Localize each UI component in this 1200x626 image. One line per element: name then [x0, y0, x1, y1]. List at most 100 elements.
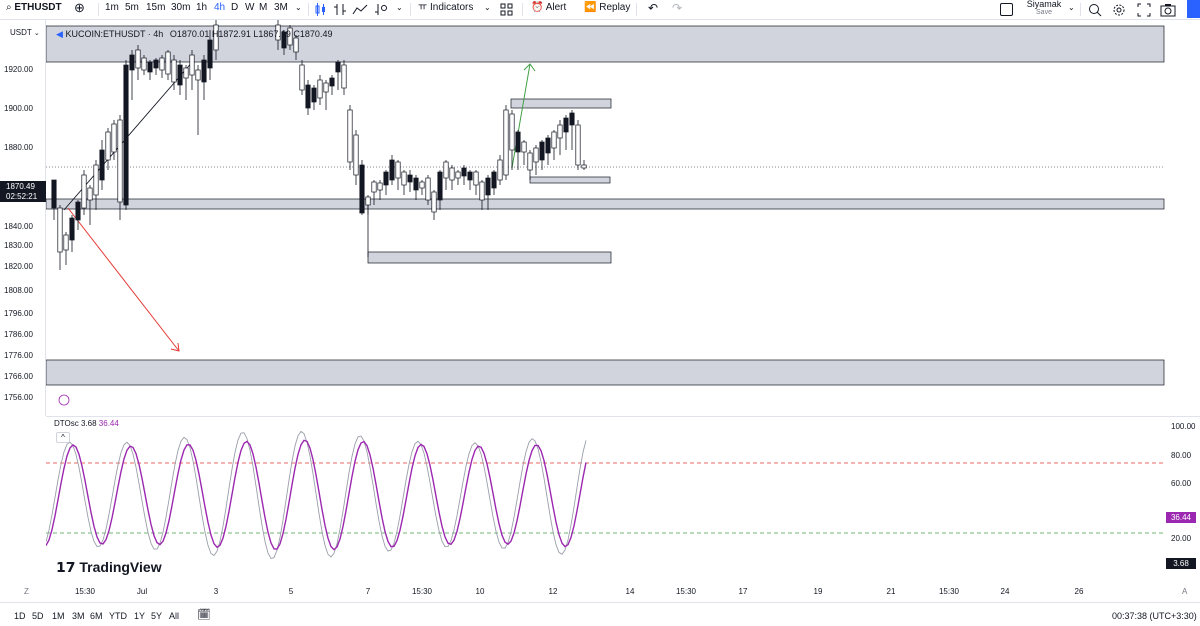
chart-type-chevron-icon[interactable]: ⌄ [396, 3, 403, 12]
add-symbol-icon[interactable]: ⊕ [74, 0, 85, 15]
undo-icon[interactable]: ↶ [648, 1, 659, 15]
candle-body [575, 124, 581, 166]
line-icon[interactable] [352, 3, 368, 16]
time-tick: 26 [1074, 587, 1084, 596]
range-all[interactable]: All [169, 611, 180, 621]
candle-body [473, 171, 479, 186]
candle-body [557, 124, 563, 139]
candle-body [431, 191, 437, 213]
range-1m[interactable]: 1M [52, 611, 65, 621]
layout-save-button[interactable]: Siyamak Save [1024, 0, 1064, 18]
price-tick: 1776.00 [4, 351, 33, 360]
candle-body [335, 61, 341, 73]
candle-body [419, 181, 425, 189]
interval-30m[interactable]: 30m [171, 2, 191, 13]
indicators-chevron-icon[interactable]: ⌄ [484, 3, 491, 12]
candle-body [341, 64, 347, 89]
candle-body [365, 196, 371, 206]
time-tick: 5 [288, 587, 294, 596]
z-icon[interactable]: Z [24, 587, 29, 596]
candle-body [117, 119, 123, 203]
current-price-label: 1870.49 02:52:21 [0, 181, 46, 202]
candle-body [479, 181, 485, 201]
price-tick: 1920.00 [4, 65, 33, 74]
interval-1h[interactable]: 1h [196, 2, 208, 13]
interval-15m[interactable]: 15m [146, 2, 166, 13]
publish-button[interactable] [1187, 0, 1200, 18]
candle-body [323, 82, 329, 93]
range-1y[interactable]: 1Y [134, 611, 146, 621]
interval-1m[interactable]: 1m [105, 2, 119, 13]
candle-body [305, 84, 311, 109]
candle-body [425, 177, 431, 201]
time-tick: 10 [475, 587, 485, 596]
currency-selector[interactable]: USDT ⌄ [10, 28, 40, 37]
range-6m[interactable]: 6M [90, 611, 103, 621]
candle-body [347, 109, 353, 163]
time-scale[interactable]: 15:30 Jul 3 5 7 15:30 10 12 14 15:30 17 19 21 15:30 24… [46, 582, 1166, 600]
bearish-arrow-head [170, 342, 180, 352]
compare-icon[interactable] [374, 3, 388, 16]
indicators-button[interactable]: ㅠ Indicators [418, 2, 474, 13]
candle-body [293, 37, 299, 53]
interval-4h[interactable]: 4h [214, 2, 226, 13]
price-tick: 1796.00 [4, 309, 33, 318]
alert-button[interactable]: ⏰ Alert [531, 2, 567, 13]
price-chart[interactable] [46, 20, 1166, 416]
replay-button[interactable]: ⏪ Replay [584, 2, 631, 13]
chevron-down-icon[interactable]: ⌄ [295, 3, 302, 12]
candle-body [105, 131, 111, 161]
range-ytd[interactable]: YTD [109, 611, 127, 621]
layout-chevron-icon[interactable]: ⌄ [1068, 3, 1075, 12]
redo-icon[interactable]: ↷ [672, 1, 683, 15]
bars-icon[interactable] [333, 3, 347, 16]
collapse-pane-button[interactable]: ^ [56, 432, 70, 443]
candle-body [533, 147, 539, 163]
interval-W[interactable]: W [245, 2, 255, 13]
range-5y[interactable]: 5Y [151, 611, 163, 621]
time-tick: 15:30 [938, 587, 960, 596]
candle-body [51, 179, 57, 209]
candle-body [111, 123, 117, 153]
candle-body [389, 159, 395, 181]
templates-icon[interactable] [500, 3, 513, 16]
fullscreen-icon[interactable] [1137, 3, 1151, 17]
interval-5m[interactable]: 5m [125, 2, 139, 13]
checkbox-icon[interactable] [1000, 3, 1013, 16]
candle-body [449, 167, 455, 181]
range-low-box [529, 176, 611, 184]
replay-icon: ⏪ [584, 2, 597, 13]
interval-M[interactable]: M [259, 2, 268, 13]
candle-body [81, 174, 87, 209]
settings-icon[interactable] [1112, 3, 1126, 17]
symbol-search-button[interactable]: ⌕ ETHUSDT [6, 0, 62, 18]
range-1d[interactable]: 1D [14, 611, 26, 621]
tradingview-logo: 𝟭𝟳 TradingView [56, 559, 162, 575]
range-3m[interactable]: 3M [72, 611, 85, 621]
oscillator-slow-tag: 36.44 [1166, 512, 1196, 523]
candles-icon[interactable] [314, 3, 328, 16]
interval-3M[interactable]: 3M [274, 2, 288, 13]
price-scale[interactable]: USDT ⌄ 1920.001900.001880.001860.001840.… [0, 20, 46, 416]
bearish-arrow [67, 207, 180, 352]
candle-body [491, 171, 497, 189]
quick-search-icon[interactable] [1088, 3, 1102, 17]
oscillator-fast-tag: 3.68 [1166, 558, 1196, 569]
oscillator-pane[interactable] [46, 417, 1166, 582]
candle-body [521, 141, 527, 153]
candle-body [93, 164, 99, 196]
candle-body [69, 217, 75, 241]
candle-body [545, 137, 551, 154]
slow-line [46, 439, 587, 551]
camera-icon[interactable] [1160, 3, 1176, 17]
date-range-icon[interactable]: 🗓 [197, 609, 211, 621]
price-tick: 1880.00 [4, 143, 33, 152]
range-5d[interactable]: 5D [32, 611, 44, 621]
candle-body [353, 134, 359, 176]
save-label: Save [1036, 9, 1052, 16]
candle-body [377, 182, 383, 191]
fast-line [46, 430, 587, 560]
interval-D[interactable]: D [231, 2, 239, 13]
auto-scale-icon[interactable]: A [1182, 587, 1188, 596]
candle-body [359, 164, 365, 214]
